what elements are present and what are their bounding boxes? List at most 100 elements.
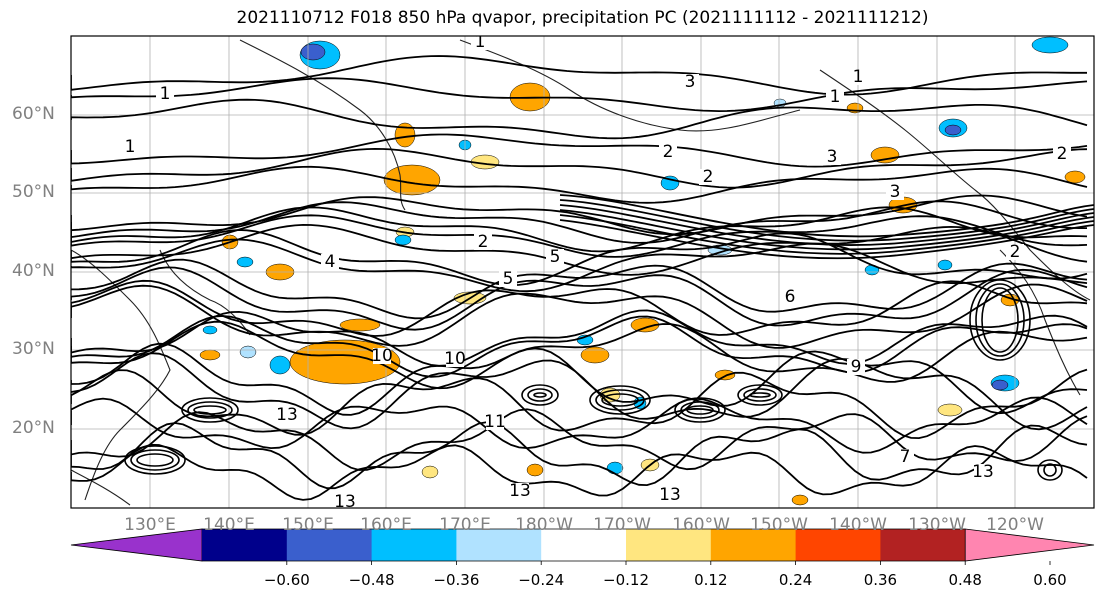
contour-label: 2 xyxy=(478,232,489,252)
lon-label: 150°W xyxy=(750,515,808,535)
contour-label: 13 xyxy=(276,405,298,425)
colorbar-tick-label: −0.48 xyxy=(348,571,395,589)
contour-label: 13 xyxy=(334,492,356,512)
colorbar-tick-label: −0.24 xyxy=(518,571,565,589)
lat-label: 20°N xyxy=(12,418,55,438)
precip-shade-cell xyxy=(606,461,624,475)
qvapor-contour xyxy=(680,401,720,419)
colorbar-tick-label: 0.12 xyxy=(694,571,728,589)
contour-label: 2 xyxy=(1057,144,1068,164)
colorbar-bin xyxy=(202,529,288,561)
qvapor-contour xyxy=(71,206,1088,253)
qvapor-contour xyxy=(559,219,1094,260)
colorbar-bin xyxy=(795,529,881,561)
contour-label: 1 xyxy=(125,137,136,157)
contour-label-bg xyxy=(681,74,699,90)
precip-shade-cell xyxy=(421,465,439,479)
lon-label: 160°E xyxy=(360,515,412,535)
coastline xyxy=(999,249,1081,396)
qvapor-contour xyxy=(749,392,771,398)
lon-label: 170°W xyxy=(593,515,651,535)
precip-shade-cell xyxy=(714,369,736,381)
contour-label-bg xyxy=(659,144,677,160)
lat-label: 30°N xyxy=(12,339,55,359)
precip-shade-cell xyxy=(937,259,953,271)
qvapor-contour xyxy=(686,405,714,415)
qvapor-contour xyxy=(975,283,1025,357)
qvapor-contour xyxy=(559,204,1094,246)
contour-label-bg xyxy=(1053,146,1071,162)
lon-label: 140°E xyxy=(203,515,255,535)
precip-shade-cell xyxy=(339,318,381,332)
lat-label: 60°N xyxy=(12,104,55,124)
contour-label: 3 xyxy=(890,182,901,202)
precip-shade-cell xyxy=(239,345,257,359)
precip-shade-cell xyxy=(300,43,326,61)
precip-shade-cell xyxy=(944,124,962,136)
qvapor-contour xyxy=(71,320,1088,390)
map-title: 2021110712 F018 850 hPa qvapor, precipit… xyxy=(236,8,929,28)
colorbar-outline xyxy=(202,528,966,562)
qvapor-contour xyxy=(71,238,1088,293)
lon-label: 180°W xyxy=(515,515,573,535)
lon-label: 140°W xyxy=(829,515,887,535)
contour-label-bg xyxy=(121,139,139,155)
lon-label: 120°W xyxy=(986,515,1044,535)
contour-label: 3 xyxy=(685,72,696,92)
qvapor-contour xyxy=(533,392,547,398)
lat-label: 40°N xyxy=(12,261,55,281)
colorbar-bin xyxy=(286,529,373,561)
qvapor-contour xyxy=(71,421,1088,490)
qvapor-contour xyxy=(527,388,553,402)
qvapor-contours xyxy=(71,55,1094,501)
precip-shade-cell xyxy=(791,494,809,506)
precip-shade-cell xyxy=(394,234,412,246)
map-frame xyxy=(70,35,1095,509)
contour-label-bg xyxy=(847,359,865,375)
precip-shade-cell xyxy=(526,463,544,477)
qvapor-contour xyxy=(595,389,645,411)
contour-label-bg xyxy=(336,494,354,508)
contour-label: 9 xyxy=(851,357,862,377)
qvapor-contour xyxy=(71,279,1088,337)
lon-label: 130°E xyxy=(124,515,176,535)
qvapor-contour xyxy=(71,98,1088,140)
contour-label-bg xyxy=(546,249,564,265)
contour-label: 13 xyxy=(972,462,994,482)
qvapor-contour xyxy=(71,443,1088,501)
colorbar-tick-label: 0.36 xyxy=(863,571,898,589)
contour-label: 2 xyxy=(1010,242,1021,262)
qvapor-contour xyxy=(71,200,1087,244)
contour-label: 1 xyxy=(160,84,171,104)
colorbar-bin xyxy=(710,529,797,561)
contour-label-bg xyxy=(849,69,867,85)
qvapor-contour xyxy=(1043,463,1057,477)
qvapor-contour xyxy=(559,194,1094,238)
contour-label-bg xyxy=(661,487,679,503)
contour-label: 5 xyxy=(503,269,514,289)
qvapor-contour xyxy=(71,133,1088,168)
contour-label-bg xyxy=(321,254,339,270)
colorbar-tick-label: 0.60 xyxy=(1033,571,1067,589)
qvapor-contour xyxy=(521,384,559,406)
precip-shade-cell xyxy=(202,325,218,335)
precip-shade-cell xyxy=(580,346,610,364)
qvapor-contour xyxy=(981,287,1019,353)
contour-label-bg xyxy=(499,271,517,287)
qvapor-contour xyxy=(71,147,1088,189)
colorbar-bin xyxy=(541,529,627,561)
qvapor-contour xyxy=(136,453,174,467)
coastline xyxy=(819,69,1091,301)
qvapor-contour xyxy=(71,55,1087,96)
contour-label-bg xyxy=(823,149,841,165)
coastline xyxy=(71,469,131,506)
precip-shade-cell xyxy=(1031,36,1069,54)
lon-label: 160°W xyxy=(672,515,730,535)
qvapor-contour xyxy=(187,401,233,419)
colorbar-extend-high xyxy=(964,528,1095,562)
qvapor-contour xyxy=(601,393,639,407)
contour-label-bg xyxy=(156,86,174,102)
precip-shade-cell xyxy=(269,355,291,375)
qvapor-contour xyxy=(71,352,1088,431)
qvapor-contour xyxy=(71,396,1088,454)
